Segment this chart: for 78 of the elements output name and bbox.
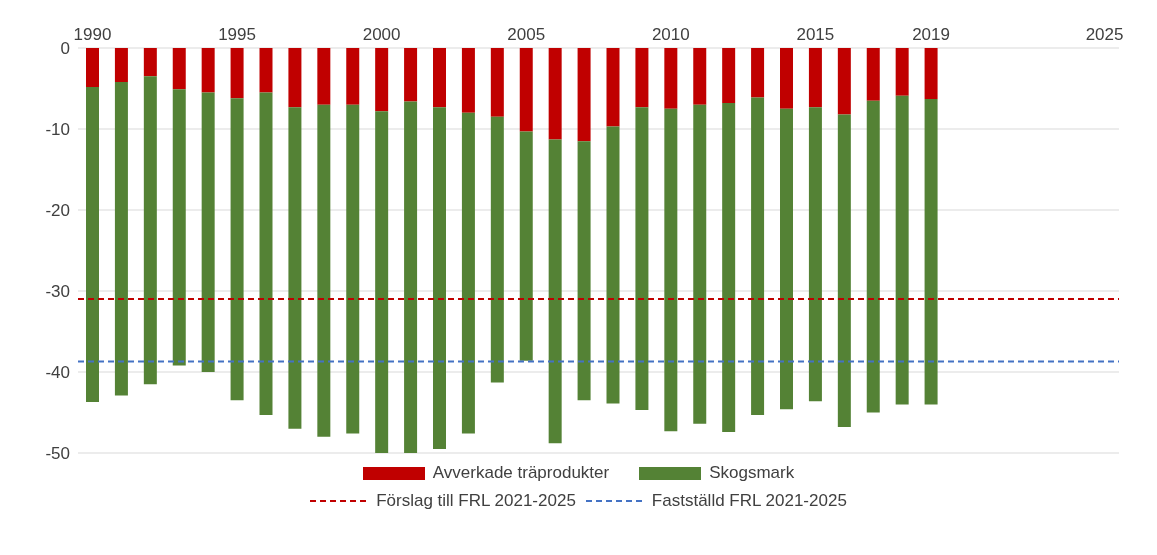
x-tick-label: 2010 <box>651 25 690 44</box>
bar <box>866 48 880 101</box>
y-tick-label: -10 <box>45 120 70 140</box>
bar <box>461 112 475 434</box>
y-tick-label: 0 <box>60 39 70 59</box>
bar <box>317 104 331 437</box>
bar <box>837 48 851 115</box>
bar <box>548 48 562 140</box>
bar <box>346 104 360 434</box>
x-tick-label: 2015 <box>796 25 835 44</box>
bar <box>114 48 128 83</box>
legend-label: Fastställd FRL 2021-2025 <box>651 491 847 511</box>
bar <box>693 104 707 424</box>
bar <box>230 48 244 99</box>
bar <box>780 48 793 109</box>
bar <box>780 108 793 410</box>
bar <box>895 48 909 96</box>
bar <box>751 48 765 98</box>
bar <box>924 48 938 100</box>
legend-label: Avverkade träprodukter <box>432 463 610 483</box>
x-tick-label: 2025 <box>1085 25 1124 44</box>
bar <box>924 99 938 405</box>
bar <box>490 48 504 117</box>
bar <box>490 116 504 383</box>
bar <box>693 48 707 105</box>
bar <box>114 82 128 396</box>
bar <box>577 48 591 142</box>
bar <box>172 48 186 90</box>
y-tick-label: -40 <box>45 363 70 383</box>
bar <box>635 48 649 108</box>
bar <box>201 92 215 372</box>
bar <box>317 48 331 105</box>
bar <box>259 92 273 415</box>
bar <box>230 98 244 401</box>
x-tick-label: 2019 <box>912 25 950 44</box>
bar <box>577 141 591 401</box>
y-tick-label: -20 <box>45 201 70 221</box>
bar <box>346 48 360 105</box>
bar <box>751 97 765 415</box>
bar <box>808 107 822 402</box>
bar <box>808 48 822 108</box>
bar <box>143 76 157 385</box>
bar <box>664 108 678 432</box>
bar <box>519 131 533 361</box>
legend-label: Förslag till FRL 2021-2025 <box>376 491 576 511</box>
bar <box>866 100 880 413</box>
bar <box>86 48 99 87</box>
bar <box>837 114 851 428</box>
bar <box>288 48 302 108</box>
bar <box>86 86 99 402</box>
bar <box>606 48 620 127</box>
bar <box>404 101 418 453</box>
bar <box>288 107 302 429</box>
bar <box>722 48 736 104</box>
x-tick-label: 1995 <box>218 25 256 44</box>
bar <box>606 126 620 404</box>
x-tick-label: 2000 <box>362 25 401 44</box>
bar <box>375 111 389 453</box>
bar <box>375 48 389 112</box>
bar <box>548 139 562 444</box>
bar <box>461 48 475 113</box>
bar <box>433 48 446 108</box>
bar <box>201 48 215 93</box>
bar <box>433 107 446 449</box>
legend-label: Skogsmark <box>709 463 795 483</box>
bar <box>519 48 533 132</box>
bar <box>895 95 909 405</box>
bar <box>664 48 678 109</box>
x-tick-label: 2005 <box>507 25 546 44</box>
x-tick-label: 1990 <box>73 25 112 44</box>
bar <box>143 48 157 77</box>
bar <box>172 89 186 366</box>
bar <box>259 48 273 93</box>
y-tick-label: -50 <box>45 444 70 464</box>
y-tick-label: -30 <box>45 282 70 302</box>
bar <box>722 103 736 432</box>
bar <box>404 48 418 102</box>
bar <box>635 107 649 411</box>
